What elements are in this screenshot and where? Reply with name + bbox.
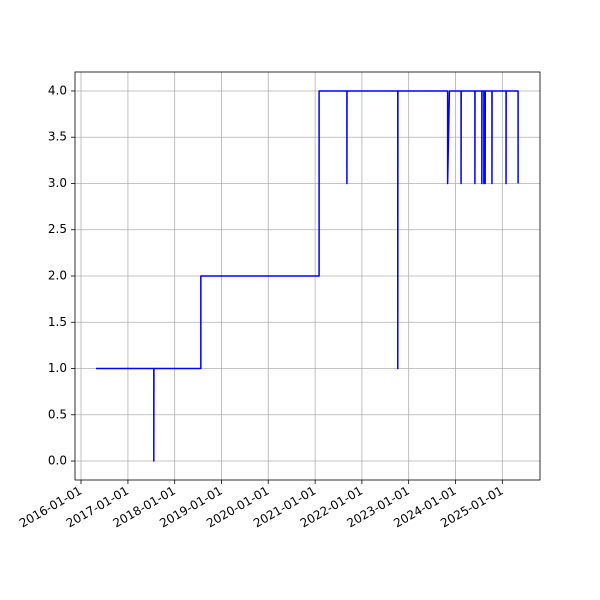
- y-tick-label: 1.0: [48, 361, 67, 375]
- data-line: [96, 90, 519, 462]
- y-tick-label: 0.5: [48, 407, 67, 421]
- y-tick-label: 3.0: [48, 176, 67, 190]
- y-tick-label: 0.0: [48, 454, 67, 468]
- y-tick-label: 2.0: [48, 269, 67, 283]
- y-tick-label: 3.5: [48, 130, 67, 144]
- y-tick-label: 2.5: [48, 222, 67, 236]
- y-tick-label: 4.0: [48, 83, 67, 97]
- axes-frame: [74, 71, 541, 481]
- y-tick-label: 1.5: [48, 315, 67, 329]
